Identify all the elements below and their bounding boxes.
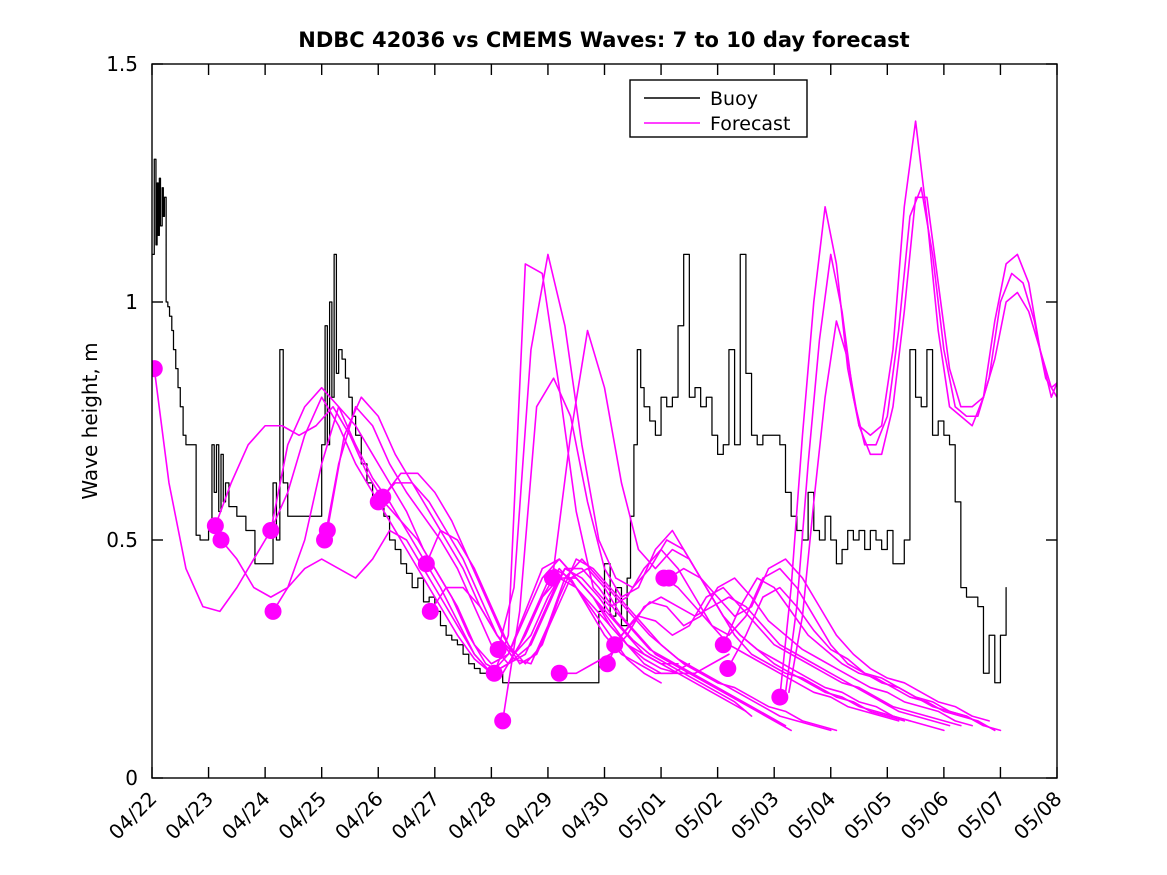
forecast-series-line (377, 482, 787, 727)
forecast-series-line (668, 558, 990, 722)
forecast-series-line (783, 186, 1057, 703)
forecast-series-line (429, 558, 838, 732)
forecast-start-marker (212, 531, 230, 549)
forecast-series-line (425, 529, 832, 732)
forecast-start-marker (318, 521, 336, 539)
forecast-start-marker (543, 569, 561, 587)
forecast-series-line (779, 120, 1057, 698)
forecast-series-line (272, 529, 679, 675)
forecast-series-line (788, 196, 1057, 694)
y-tick-label: 0.5 (106, 528, 138, 552)
forecast-start-marker (719, 660, 737, 678)
forecast-series-line (613, 577, 973, 727)
forecast-start-marker (374, 488, 392, 506)
forecast-start-marker (598, 655, 616, 673)
forecast-start-marker (714, 636, 732, 654)
forecast-series-line (323, 405, 747, 713)
legend-label-buoy: Buoy (710, 88, 758, 110)
forecast-start-marker (152, 360, 163, 378)
forecast-series-line (326, 396, 753, 717)
forecast-series-line (663, 567, 985, 727)
forecast-series-line (269, 386, 730, 675)
forecast-start-marker (494, 712, 512, 730)
forecast-series-line (381, 472, 792, 732)
forecast-start-marker (421, 602, 439, 620)
series-layer (152, 120, 1057, 732)
forecast-start-marker (206, 517, 224, 535)
y-tick-label: 1.5 (106, 52, 138, 76)
legend-entry-forecast[interactable]: Forecast (644, 113, 790, 135)
forecast-start-marker (606, 636, 624, 654)
forecast-start-marker (485, 664, 503, 682)
forecast-series-line (606, 586, 962, 727)
forecast-start-markers (152, 360, 789, 730)
forecast-start-marker (660, 569, 678, 587)
legend-label-forecast: Forecast (710, 113, 790, 135)
y-axis-tick-labels: 0 0.5 1 1.5 (106, 52, 138, 790)
forecast-series-line (551, 329, 945, 732)
y-axis-label: Wave height, m (78, 342, 102, 499)
forecast-start-marker (417, 555, 435, 573)
forecast-start-marker (489, 640, 507, 658)
forecast-start-marker (550, 664, 568, 682)
forecast-series-line (722, 577, 996, 732)
buoy-series-line (152, 158, 1007, 684)
y-tick-label: 1 (125, 290, 138, 314)
forecast-start-marker (771, 688, 789, 706)
legend-entry-buoy[interactable]: Buoy (644, 88, 758, 110)
y-axis-ticks (152, 63, 1057, 779)
chart-title: NDBC 42036 vs CMEMS Waves: 7 to 10 day f… (298, 28, 909, 52)
chart-legend[interactable]: Buoy Forecast (629, 79, 808, 138)
forecast-series-line (493, 263, 900, 722)
legend-box (629, 79, 808, 138)
axes-layer (151, 63, 1058, 779)
data-lines (152, 120, 1057, 732)
forecast-start-marker (262, 521, 280, 539)
forecast-series-line (727, 586, 1002, 732)
x-axis-ticks (151, 64, 1058, 778)
y-tick-label: 0 (125, 766, 138, 790)
forecast-start-marker (264, 602, 282, 620)
